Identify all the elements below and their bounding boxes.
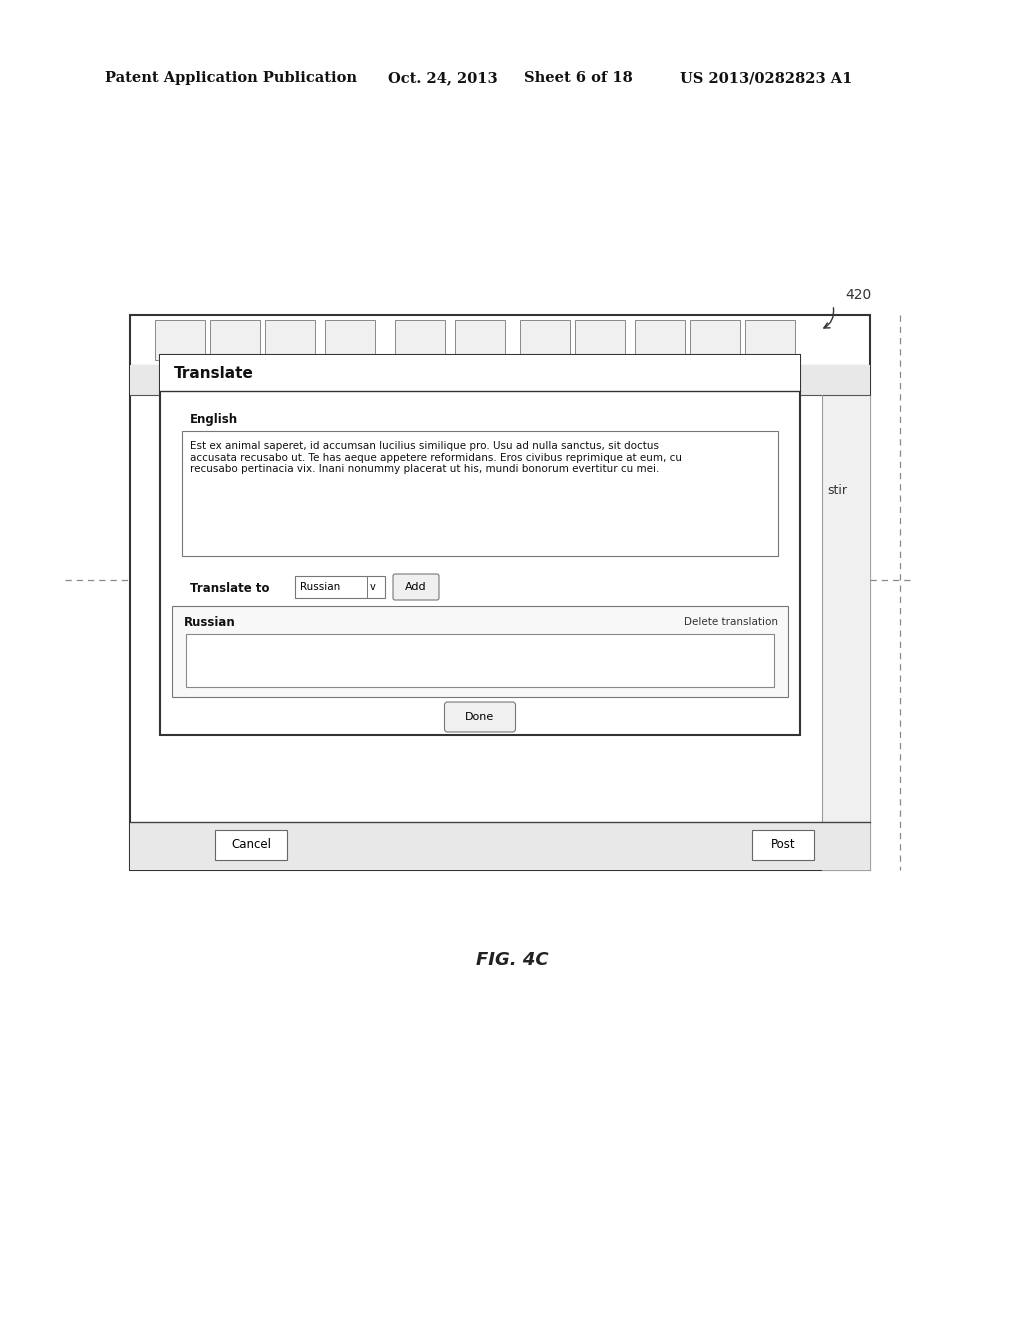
Bar (130, 822, 870, 870)
Text: Russian: Russian (300, 582, 340, 591)
FancyArrowPatch shape (824, 308, 834, 329)
FancyBboxPatch shape (444, 702, 515, 733)
Bar (130, 315, 870, 870)
Text: Sheet 6 of 18: Sheet 6 of 18 (524, 71, 633, 84)
Text: Cancel: Cancel (231, 838, 271, 851)
Text: Est ex animal saperet, id accumsan lucilius similique pro. Usu ad nulla sanctus,: Est ex animal saperet, id accumsan lucil… (190, 441, 682, 474)
Bar (160, 355, 800, 391)
Text: Oct. 24, 2013: Oct. 24, 2013 (388, 71, 498, 84)
Text: Translate: Translate (174, 366, 254, 380)
Bar (160, 355, 800, 735)
Bar (182, 432, 778, 556)
Text: FIG. 4C: FIG. 4C (476, 950, 548, 969)
Text: English: English (190, 412, 239, 425)
Bar (155, 319, 205, 360)
Bar (575, 319, 625, 360)
Text: stir: stir (827, 483, 847, 496)
Bar (186, 634, 774, 686)
Bar (130, 366, 870, 395)
Text: Patent Application Publication: Patent Application Publication (105, 71, 357, 84)
Text: 420: 420 (845, 288, 871, 302)
Bar (210, 319, 260, 360)
Bar (752, 830, 814, 861)
Bar (395, 319, 445, 360)
Bar (745, 319, 795, 360)
Text: Translate to: Translate to (190, 582, 269, 594)
Text: Add: Add (406, 582, 427, 591)
Text: Russian: Russian (184, 615, 236, 628)
FancyBboxPatch shape (393, 574, 439, 601)
Bar (690, 319, 740, 360)
Text: Done: Done (465, 711, 495, 722)
Bar (172, 606, 788, 697)
Bar (635, 319, 685, 360)
Text: Post: Post (771, 838, 796, 851)
Bar (265, 319, 315, 360)
Text: v: v (370, 582, 376, 591)
Text: US 2013/0282823 A1: US 2013/0282823 A1 (680, 71, 852, 84)
Bar (822, 395, 870, 870)
Bar (325, 319, 375, 360)
Text: Delete translation: Delete translation (684, 616, 778, 627)
Bar (455, 319, 505, 360)
Bar (215, 830, 287, 861)
Bar (295, 576, 385, 598)
Bar (520, 319, 570, 360)
